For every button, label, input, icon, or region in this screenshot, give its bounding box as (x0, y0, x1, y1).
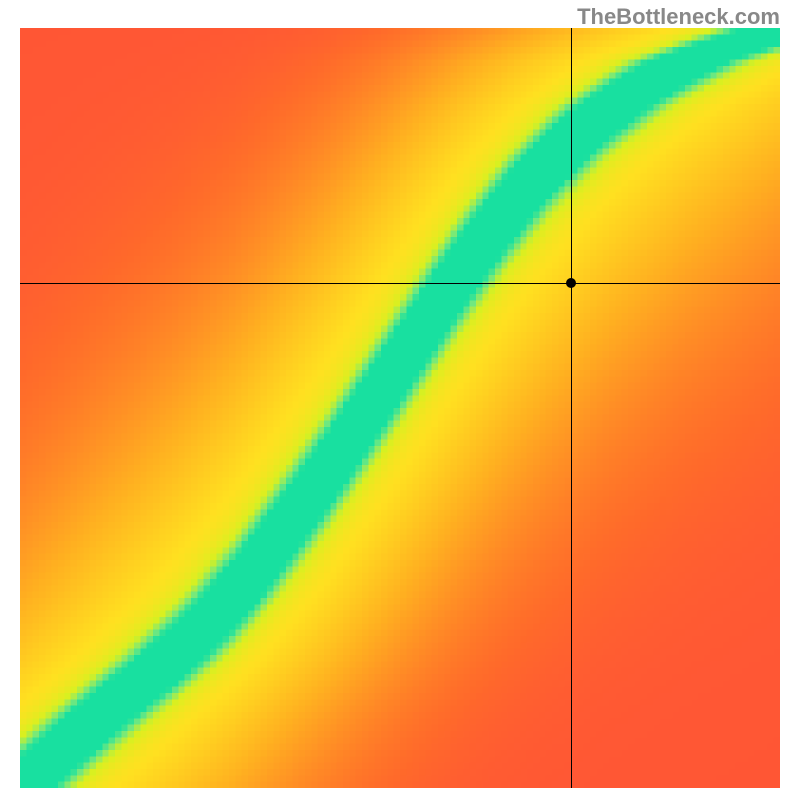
crosshair-horizontal (20, 283, 780, 284)
heatmap-canvas (20, 28, 780, 788)
chart-area (20, 28, 780, 788)
crosshair-vertical (571, 28, 572, 788)
watermark-text: TheBottleneck.com (577, 4, 780, 30)
chart-container: TheBottleneck.com (0, 0, 800, 800)
marker-dot (566, 278, 576, 288)
